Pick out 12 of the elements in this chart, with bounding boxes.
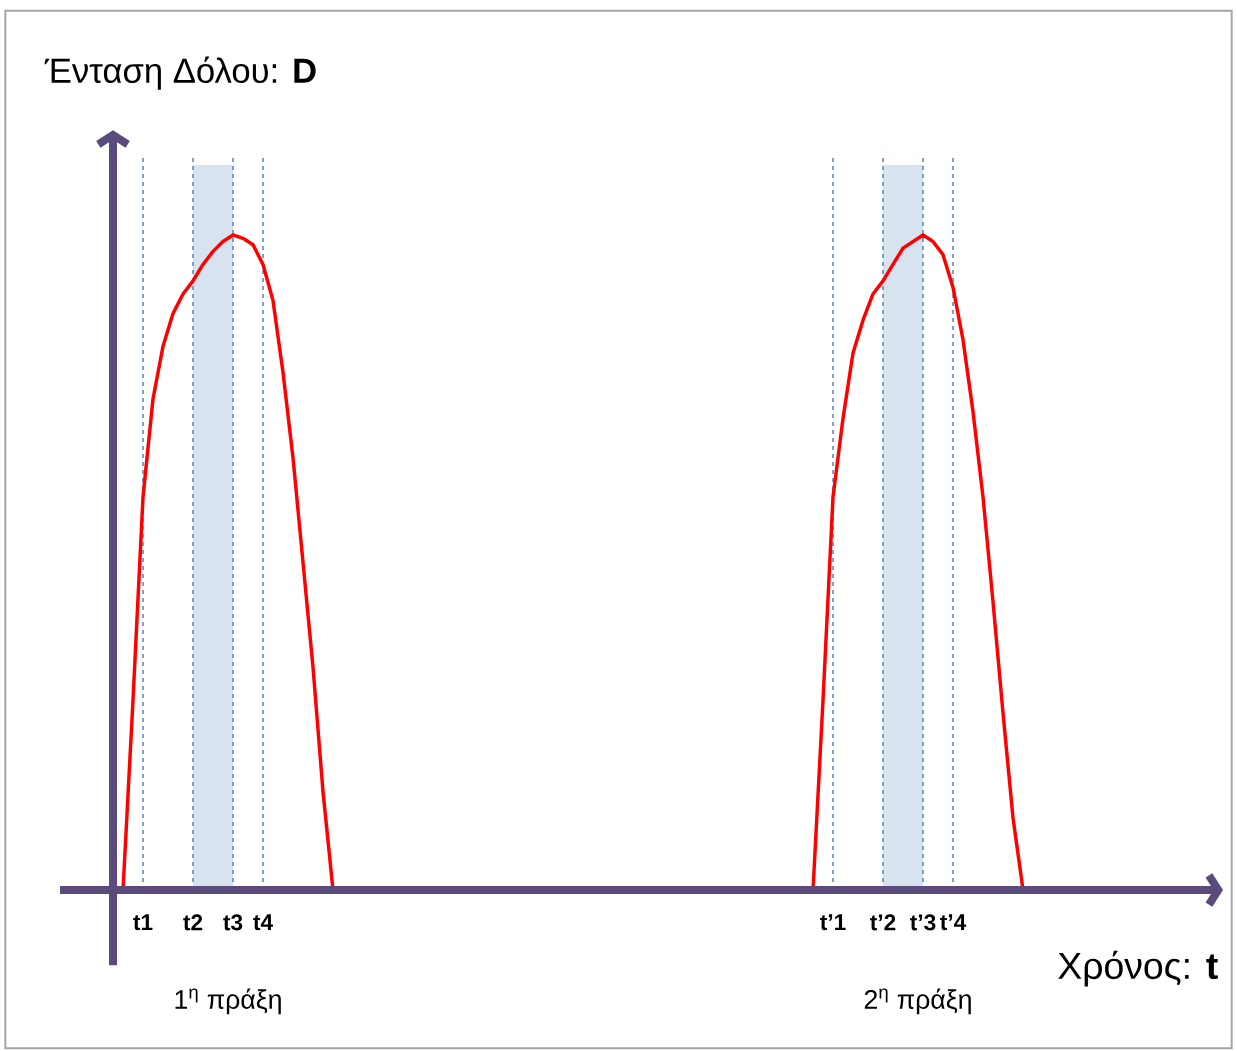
x-tick-label: t2 — [183, 914, 203, 931]
x-tick-label: t’3 — [910, 914, 936, 931]
text: 1$^{η}$ πράξη — [175, 988, 281, 1015]
x-tick-label: t4 — [253, 914, 273, 931]
x-tick-label: t’1 — [820, 914, 846, 931]
text: 2$^{η}$ πράξη — [864, 988, 971, 1015]
x-tick-label: t’2 — [870, 914, 896, 931]
chart-title: Ένταση Δόλου: D — [44, 56, 316, 90]
x-tick-label: t1 — [133, 914, 153, 931]
x-tick-label: t’4 — [940, 914, 967, 931]
x-axis-title: Χρόνος: t — [1058, 950, 1218, 987]
x-tick-label: t3 — [223, 914, 243, 931]
